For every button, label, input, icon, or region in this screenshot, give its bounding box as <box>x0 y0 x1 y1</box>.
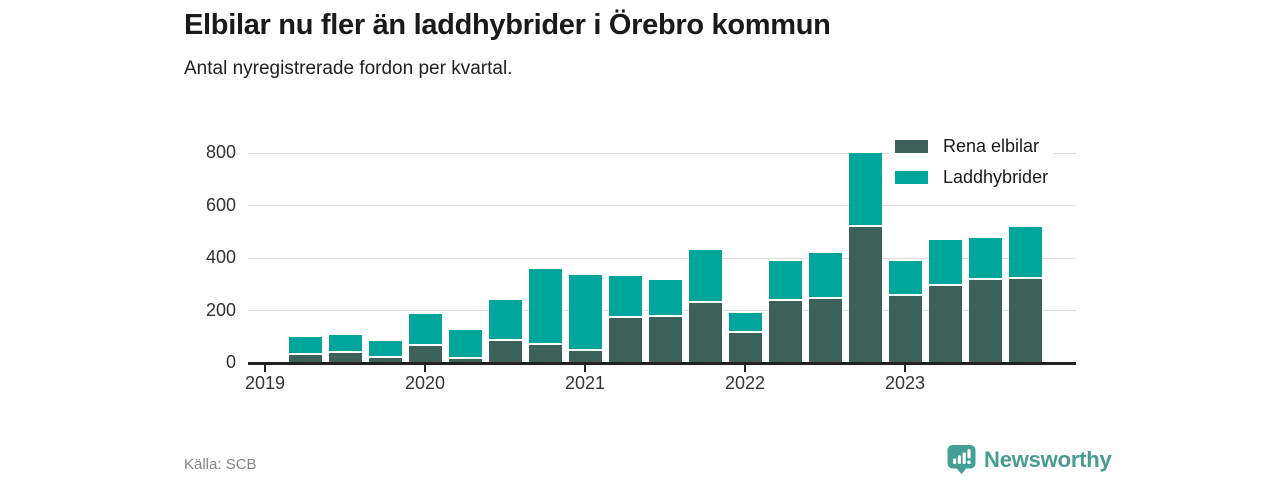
x-tick-label: 2021 <box>564 373 606 393</box>
page-title: Elbilar nu fler än laddhybrider i Örebro… <box>184 9 831 41</box>
gridline-600 <box>248 205 1076 206</box>
x-axis-tick <box>584 364 586 372</box>
bar-segment-laddhybrider <box>848 153 882 225</box>
bar-segment-rena-elbilar <box>288 355 322 363</box>
x-axis-tick <box>424 364 426 372</box>
newsworthy-wordmark: Newsworthy <box>984 447 1112 472</box>
source-attribution: Källa: SCB <box>184 456 257 473</box>
chart-subtitle: Antal nyregistrerade fordon per kvartal. <box>184 58 513 79</box>
y-tick-label: 600 <box>205 194 236 215</box>
legend-item-rena-elbilar: Rena elbilar <box>895 136 1048 157</box>
bar-segment-rena-elbilar <box>528 344 562 363</box>
bar-segment-laddhybrider <box>688 250 722 301</box>
bar-segment-laddhybrider <box>488 300 522 339</box>
bar-segment-rena-elbilar <box>728 332 762 363</box>
bar-segment-rena-elbilar <box>848 226 882 363</box>
x-axis-tick <box>744 364 746 372</box>
x-tick-label: 2023 <box>884 373 926 393</box>
newsworthy-brand: Newsworthy <box>946 444 1112 476</box>
legend-swatch-rena-elbilar <box>895 140 928 153</box>
bar-segment-laddhybrider <box>888 260 922 295</box>
bar-segment-rena-elbilar <box>888 296 922 363</box>
legend-swatch-laddhybrider <box>895 171 928 184</box>
bar-segment-rena-elbilar <box>768 301 802 363</box>
bar-segment-rena-elbilar <box>968 280 1002 363</box>
bar-segment-rena-elbilar <box>328 352 362 363</box>
bar-segment-rena-elbilar <box>928 285 962 363</box>
y-tick-label: 0 <box>225 352 236 372</box>
bar-segment-laddhybrider <box>928 239 962 284</box>
bar-segment-laddhybrider <box>648 280 682 316</box>
legend-item-laddhybrider: Laddhybrider <box>895 167 1048 188</box>
x-tick-label: 2019 <box>244 373 286 393</box>
bar-segment-laddhybrider <box>528 268 562 343</box>
bar-segment-laddhybrider <box>608 276 642 317</box>
bar-segment-laddhybrider <box>808 252 842 297</box>
bar-segment-laddhybrider <box>328 335 362 351</box>
x-tick-label: 2022 <box>724 373 766 393</box>
bar-segment-rena-elbilar <box>568 351 602 363</box>
bar-segment-rena-elbilar <box>1008 279 1042 363</box>
chart-legend: Rena elbilar Laddhybrider <box>889 129 1055 201</box>
legend-label: Laddhybrider <box>943 167 1049 187</box>
bar-segment-rena-elbilar <box>688 302 722 363</box>
y-tick-label: 200 <box>205 299 236 320</box>
bar-segment-laddhybrider <box>1008 226 1042 277</box>
x-tick-label: 2020 <box>404 373 446 393</box>
bar-segment-laddhybrider <box>568 275 602 350</box>
bar-segment-laddhybrider <box>288 336 322 354</box>
bar-segment-laddhybrider <box>448 330 482 358</box>
x-axis-tick <box>264 364 266 372</box>
bar-segment-laddhybrider <box>368 340 402 356</box>
bar-segment-laddhybrider <box>768 260 802 300</box>
bar-segment-laddhybrider <box>968 238 1002 279</box>
gridline-400 <box>248 257 1076 259</box>
bar-segment-laddhybrider <box>728 313 762 331</box>
x-axis-line <box>248 362 1076 365</box>
bar-segment-rena-elbilar <box>408 345 442 363</box>
bar-segment-laddhybrider <box>408 314 442 344</box>
bar-segment-rena-elbilar <box>448 359 482 363</box>
bar-segment-rena-elbilar <box>648 317 682 363</box>
bar-segment-rena-elbilar <box>488 340 522 363</box>
newsworthy-logo-icon <box>947 445 976 475</box>
y-tick-label: 400 <box>205 247 236 267</box>
gridline-800 <box>248 152 1076 154</box>
bar-segment-rena-elbilar <box>368 357 402 363</box>
y-tick-label: 800 <box>205 142 236 162</box>
legend-label: Rena elbilar <box>943 136 1040 156</box>
bar-segment-rena-elbilar <box>608 318 642 363</box>
bar-segment-rena-elbilar <box>808 298 842 363</box>
x-axis-tick <box>904 364 906 372</box>
